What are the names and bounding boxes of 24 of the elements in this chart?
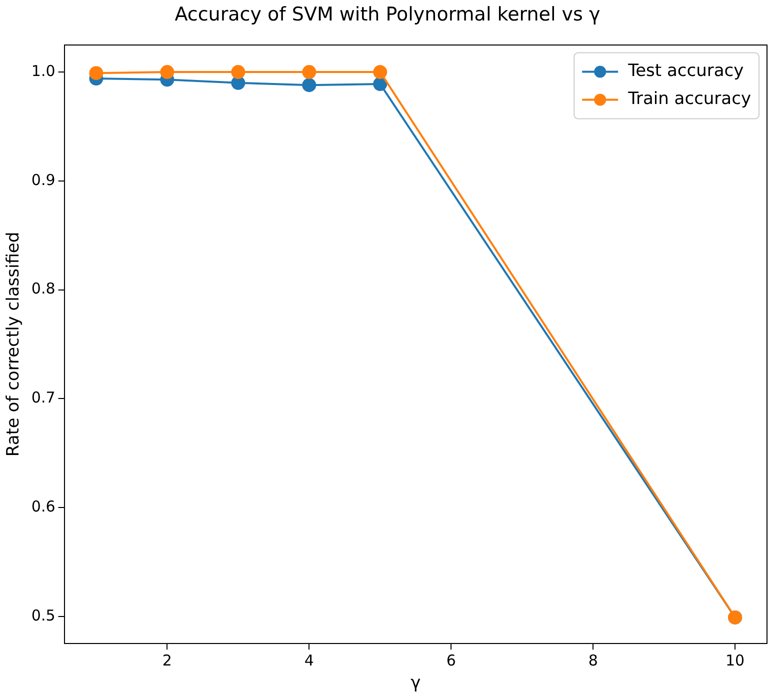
y-axis-title: Rate of correctly classified (4, 232, 24, 457)
point (302, 78, 316, 92)
point (231, 76, 246, 90)
x-tick-label: 4 (304, 651, 314, 670)
x-tick-label: 8 (588, 651, 598, 670)
point (373, 65, 388, 80)
y-tick-label: 0.7 (31, 388, 56, 407)
legend-label: Test accuracy (627, 61, 744, 82)
y-tick-label: 0.5 (31, 606, 56, 624)
legend-label: Train accuracy (627, 89, 752, 110)
y-tick-label: 0.6 (31, 497, 56, 516)
y-tick-label: 0.9 (31, 170, 56, 189)
point (302, 65, 316, 80)
x-tick-label: 2 (162, 651, 172, 670)
x-axis-title: γ (410, 673, 421, 694)
y-tick-label: 1.0 (31, 62, 56, 80)
x-tick-label: 6 (446, 651, 456, 670)
y-tick-label: 0.8 (31, 280, 56, 298)
point (89, 66, 104, 80)
point (231, 65, 246, 80)
point (373, 76, 388, 91)
chart-title: Accuracy of SVM with Polynormal kernel vs γ (174, 3, 600, 26)
point (160, 65, 174, 80)
x-tick-label: 10 (726, 651, 745, 670)
